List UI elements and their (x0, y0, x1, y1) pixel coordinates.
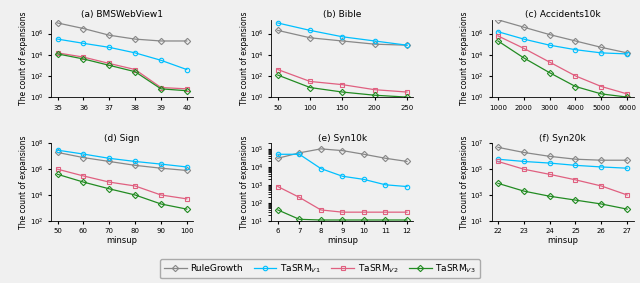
Legend: RuleGrowth, TaSRM$_{V1}$, TaSRM$_{V2}$, TaSRM$_{V3}$: RuleGrowth, TaSRM$_{V1}$, TaSRM$_{V2}$, … (161, 259, 479, 278)
Y-axis label: The count of expansions: The count of expansions (19, 135, 28, 229)
X-axis label: minsup: minsup (327, 236, 358, 245)
X-axis label: minsup: minsup (547, 236, 578, 245)
X-axis label: minsup: minsup (107, 236, 138, 245)
Title: (e) Syn10k: (e) Syn10k (318, 134, 367, 143)
Title: (f) Syn20k: (f) Syn20k (540, 134, 586, 143)
Y-axis label: The count of expansions: The count of expansions (460, 12, 468, 105)
Y-axis label: The count of expansions: The count of expansions (19, 12, 28, 105)
Y-axis label: The count of expansions: The count of expansions (239, 135, 248, 229)
Title: (a) BMSWebView1: (a) BMSWebView1 (81, 10, 163, 19)
Title: (c) Accidents10k: (c) Accidents10k (525, 10, 600, 19)
Title: (b) Bible: (b) Bible (323, 10, 362, 19)
Y-axis label: The count of expansions: The count of expansions (460, 135, 469, 229)
Title: (d) Sign: (d) Sign (104, 134, 140, 143)
Y-axis label: The count of expansions: The count of expansions (239, 12, 248, 105)
